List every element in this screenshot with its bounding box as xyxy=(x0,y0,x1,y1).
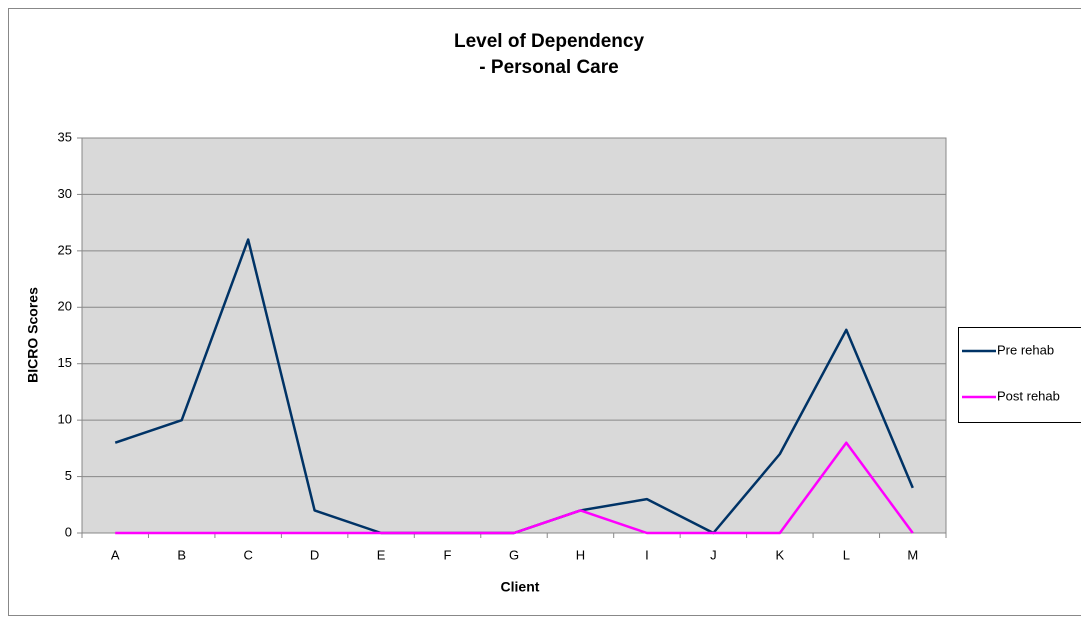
y-tick-label: 15 xyxy=(58,355,72,370)
x-tick-label: D xyxy=(310,547,319,562)
x-tick-label: G xyxy=(509,547,519,562)
y-axis-title: BICRO Scores xyxy=(25,287,41,383)
x-tick-label: J xyxy=(710,547,717,562)
x-tick-label: K xyxy=(776,547,785,562)
y-tick-label: 30 xyxy=(58,186,72,201)
y-tick-label: 5 xyxy=(65,468,72,483)
legend-box xyxy=(958,327,1081,423)
chart-title: Level of Dependency xyxy=(454,31,644,52)
y-tick-label: 25 xyxy=(58,242,72,257)
x-tick-label: F xyxy=(444,547,452,562)
x-tick-label: C xyxy=(243,547,252,562)
y-tick-label: 35 xyxy=(58,129,72,144)
y-tick-label: 10 xyxy=(58,412,72,427)
x-tick-label: B xyxy=(177,547,186,562)
x-tick-label: A xyxy=(111,547,120,562)
x-tick-label: I xyxy=(645,547,649,562)
plot-area xyxy=(81,137,947,534)
legend-label: Post rehab xyxy=(997,388,1060,403)
x-tick-label: L xyxy=(843,547,850,562)
y-tick-label: 0 xyxy=(65,524,72,539)
legend-label: Pre rehab xyxy=(997,342,1054,357)
x-tick-label: E xyxy=(377,547,386,562)
series-line xyxy=(115,441,914,535)
y-tick-label: 20 xyxy=(58,299,72,314)
x-tick-label: H xyxy=(576,547,585,562)
x-tick-label: M xyxy=(907,547,918,562)
x-axis-title: Client xyxy=(501,579,540,595)
chart-subtitle: - Personal Care xyxy=(479,57,618,78)
